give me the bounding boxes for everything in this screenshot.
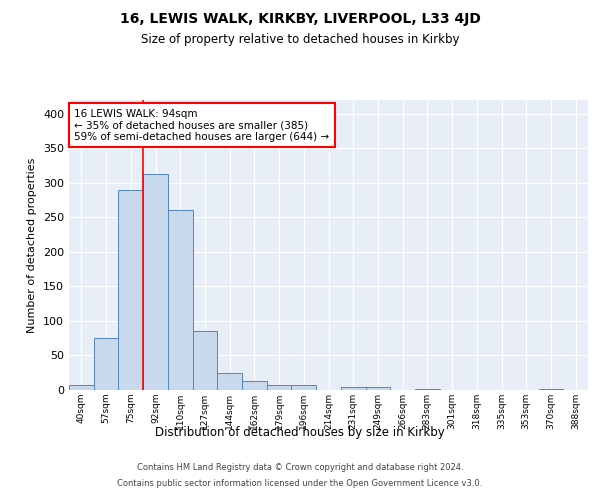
Text: 16, LEWIS WALK, KIRKBY, LIVERPOOL, L33 4JD: 16, LEWIS WALK, KIRKBY, LIVERPOOL, L33 4… [119,12,481,26]
Bar [242,381,267,390]
Bar [539,388,563,390]
Bar [415,388,440,390]
Text: Distribution of detached houses by size in Kirkby: Distribution of detached houses by size … [155,426,445,439]
Bar [143,174,168,390]
Text: Size of property relative to detached houses in Kirkby: Size of property relative to detached ho… [141,32,459,46]
Bar [118,190,143,390]
Bar [365,386,390,390]
Bar [168,210,193,390]
Text: Contains HM Land Registry data © Crown copyright and database right 2024.: Contains HM Land Registry data © Crown c… [137,464,463,472]
Bar [341,386,365,390]
Bar [267,385,292,390]
Bar [292,385,316,390]
Y-axis label: Number of detached properties: Number of detached properties [28,158,37,332]
Bar [217,372,242,390]
Text: Contains public sector information licensed under the Open Government Licence v3: Contains public sector information licen… [118,478,482,488]
Bar [69,385,94,390]
Bar [193,332,217,390]
Text: 16 LEWIS WALK: 94sqm
← 35% of detached houses are smaller (385)
59% of semi-deta: 16 LEWIS WALK: 94sqm ← 35% of detached h… [74,108,329,142]
Bar [94,338,118,390]
